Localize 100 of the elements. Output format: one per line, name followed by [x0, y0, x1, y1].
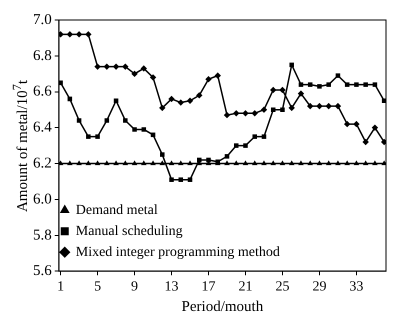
point	[132, 160, 138, 166]
point	[104, 118, 110, 123]
point	[334, 102, 342, 110]
point	[234, 143, 239, 148]
point	[316, 160, 322, 166]
point	[169, 177, 174, 182]
point	[142, 127, 146, 132]
point	[85, 31, 92, 38]
point	[86, 160, 92, 166]
point	[66, 31, 74, 38]
point	[307, 160, 313, 166]
point	[354, 82, 359, 87]
point	[298, 90, 304, 97]
point	[196, 92, 202, 99]
point	[280, 107, 285, 112]
point	[372, 82, 378, 87]
point	[372, 160, 378, 166]
point	[260, 106, 268, 113]
x-axis-title: Period/mouth	[182, 298, 264, 315]
point	[178, 99, 184, 106]
y-tick-label: 6.6	[33, 84, 52, 100]
point	[242, 160, 248, 166]
point	[344, 82, 350, 87]
point	[270, 160, 276, 166]
point	[335, 160, 341, 166]
y-tick-label: 6.4	[33, 120, 52, 136]
legend-label: Mixed integer programming method	[76, 244, 280, 260]
point	[252, 110, 258, 117]
point	[168, 160, 174, 166]
x-tick-label: 5	[94, 279, 102, 294]
point	[86, 134, 91, 139]
point	[58, 31, 64, 38]
point	[104, 63, 110, 70]
x-tick-label: 13	[164, 279, 179, 294]
point	[159, 104, 166, 112]
point	[160, 152, 165, 157]
point	[362, 160, 368, 166]
point	[242, 110, 249, 117]
point	[68, 96, 72, 102]
point	[354, 160, 360, 166]
point	[353, 120, 360, 128]
point	[76, 118, 82, 123]
point	[252, 160, 258, 166]
point	[224, 154, 230, 159]
point	[131, 70, 138, 78]
point	[76, 160, 82, 166]
point	[298, 160, 304, 166]
point	[94, 160, 100, 166]
y-tick-label: 6.8	[33, 48, 52, 64]
point	[150, 160, 156, 166]
point	[140, 65, 147, 72]
point	[233, 110, 240, 117]
y-tick-label: 6.0	[33, 191, 52, 208]
point	[141, 160, 147, 166]
point	[279, 86, 286, 94]
point	[160, 160, 166, 166]
point	[317, 84, 322, 89]
point	[298, 82, 304, 87]
point	[362, 138, 369, 146]
point	[381, 160, 386, 166]
point	[316, 102, 323, 110]
point	[214, 72, 221, 79]
x-tick-label: 21	[238, 279, 252, 294]
point	[288, 104, 295, 112]
point	[122, 63, 129, 70]
point	[113, 160, 119, 166]
point	[270, 107, 276, 112]
point	[76, 31, 82, 38]
point	[67, 160, 73, 166]
point	[363, 82, 368, 87]
point	[114, 98, 118, 104]
point	[289, 62, 294, 68]
point	[168, 96, 175, 102]
point	[178, 160, 184, 166]
point	[372, 124, 378, 131]
point	[280, 160, 286, 166]
point	[178, 177, 184, 182]
point	[344, 160, 350, 166]
point	[95, 134, 100, 139]
x-tick-label: 29	[312, 279, 326, 294]
point	[224, 160, 230, 166]
point	[288, 160, 294, 166]
x-tick-label: 1	[57, 279, 64, 294]
point	[326, 160, 332, 166]
legend-label: Manual scheduling	[76, 224, 183, 239]
x-tick-label: 33	[349, 279, 364, 294]
y-tick-label: 6.2	[33, 155, 52, 172]
x-tick-label: 17	[202, 279, 216, 294]
point	[380, 138, 386, 146]
point	[308, 82, 312, 87]
point	[326, 82, 331, 87]
y-tick-label: 7.0	[33, 12, 52, 28]
point	[224, 112, 230, 118]
point	[306, 102, 314, 110]
point	[262, 134, 266, 139]
y-tick-label: 5.6	[33, 263, 52, 280]
point	[132, 127, 137, 132]
point	[344, 120, 350, 128]
point	[261, 160, 267, 166]
point	[243, 143, 248, 148]
